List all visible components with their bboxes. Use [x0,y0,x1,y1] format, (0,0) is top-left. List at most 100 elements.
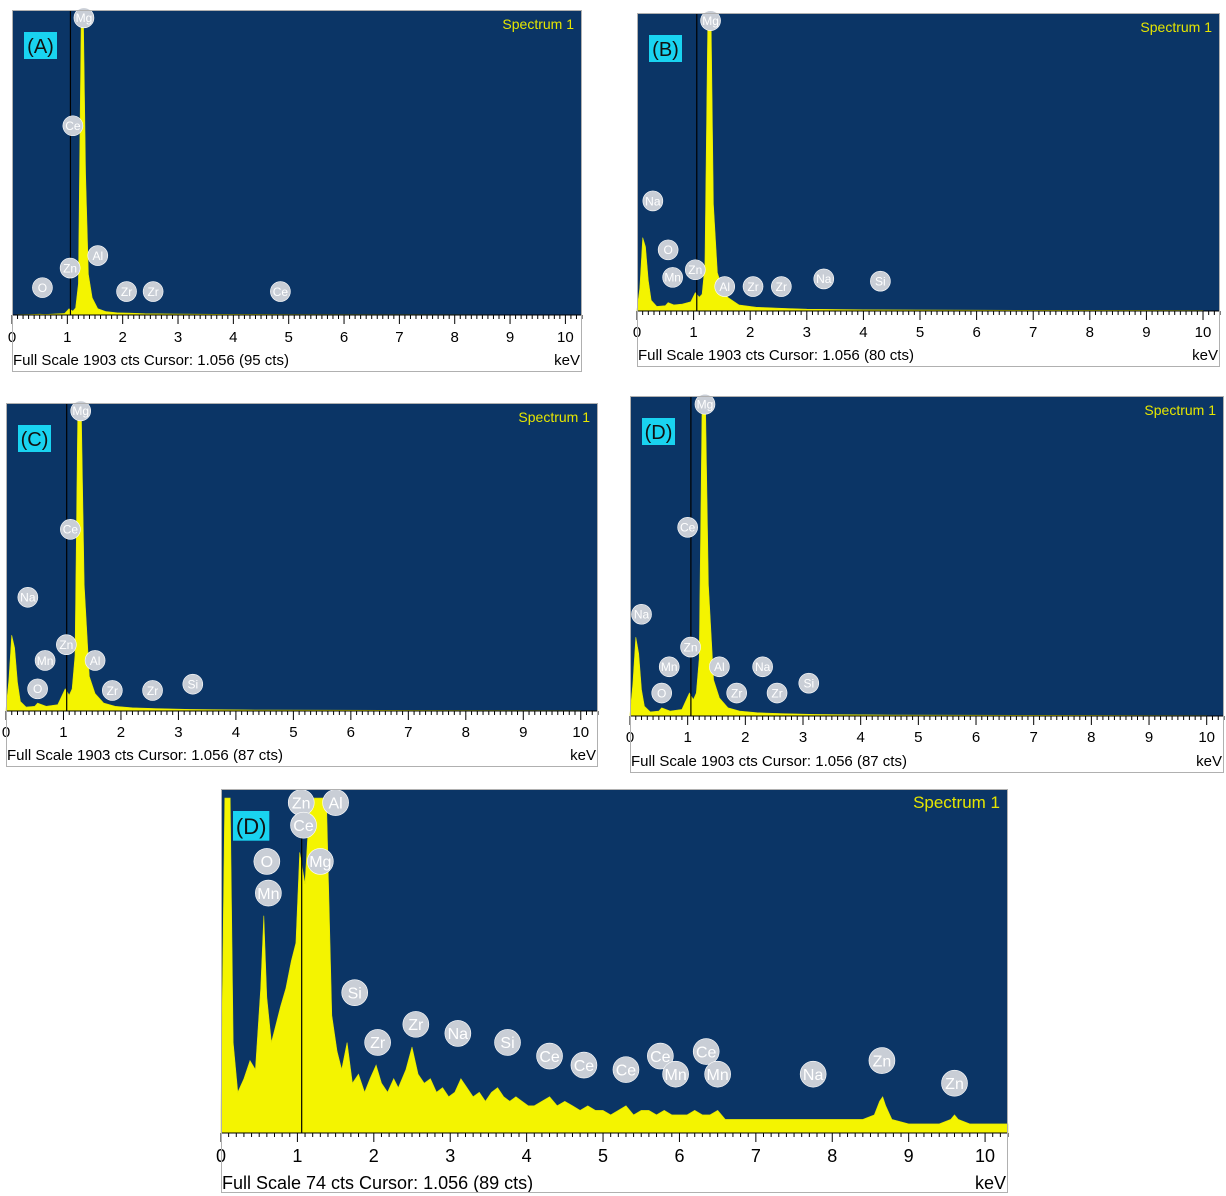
element-marker-label: Na [20,591,36,605]
element-marker-circle [726,682,747,704]
element-marker: Mg [70,400,92,422]
panel-badge [18,425,51,452]
element-marker: Zn [680,636,701,658]
x-tick-label: 2 [741,729,749,746]
element-marker: Mg [73,7,95,29]
element-marker-circle [766,682,788,704]
x-tick-label: 1 [292,1146,302,1166]
element-marker-circle [941,1069,968,1097]
x-tick-label: 1 [689,324,697,341]
element-marker: Zr [102,680,123,701]
element-marker-circle [444,1020,472,1047]
element-marker-circle [402,1011,430,1038]
element-marker-circle [647,1042,674,1070]
element-marker-label: Mn [707,1067,729,1084]
element-marker: Zr [726,682,747,704]
element-marker: Na [642,190,664,212]
element-marker: Zn [684,259,706,281]
element-marker-label: Zn [684,640,698,654]
element-marker: Ce [290,811,317,839]
element-marker: Mn [704,1060,731,1088]
element-marker-circle [536,1042,563,1070]
element-marker-circle [742,276,764,297]
element-marker-circle [700,10,721,31]
element-marker-label: Mg [697,398,714,412]
element-marker: Ce [612,1056,640,1083]
element-marker-circle [290,811,317,839]
x-tick-label: 6 [972,729,980,746]
element-marker: Na [799,1060,827,1088]
element-marker-label: Zn [63,261,77,275]
element-marker-label: Zr [147,684,158,698]
spectrum-panel-c: 0 1 2 3 4 5 6 7 8 9 10 Spectrum 1 (C) Mg Ce Na Zn Mn Al O Zr… [2,400,599,767]
element-marker: Zr [766,682,788,704]
element-marker-circle [17,586,39,608]
spectrum-trace [629,403,1208,717]
element-marker: Zr [116,281,137,302]
element-marker: Si [494,1029,521,1056]
x-tick-label: 3 [174,329,182,346]
element-marker-label: Zr [776,280,787,294]
element-marker: Zr [142,281,164,302]
x-axis-unit: keV [975,1173,1006,1193]
x-tick-label: 6 [972,324,980,341]
panel-frame [630,396,1224,773]
full-scale-readout: Full Scale 1903 cts Cursor: 1.056 (87 ct… [7,747,283,764]
x-tick-label: 2 [119,329,127,346]
element-marker-label: Ce [574,1058,595,1075]
panel-badge [24,32,57,59]
element-marker-circle [364,1029,391,1056]
element-marker-label: Ce [63,523,79,537]
element-marker-circle [84,650,106,671]
element-marker: Ce [677,516,698,538]
panel-badge-label: (B) [652,39,679,61]
x-tick-label: 7 [1029,324,1037,341]
element-marker-label: Si [187,677,198,691]
x-tick-label: 3 [803,324,811,341]
x-tick-label: 9 [519,724,527,741]
element-marker: Na [752,656,773,678]
element-marker-label: Zr [747,280,758,294]
spectrum-title: Spectrum 1 [1140,19,1212,35]
panel-frame [637,13,1220,367]
element-marker: O [27,678,48,700]
element-marker: Na [444,1020,472,1047]
x-tick-label: 9 [904,1146,914,1166]
element-marker-circle [87,245,109,266]
x-axis-unit: keV [570,747,596,764]
element-marker: Mn [662,1060,689,1088]
element-marker-label: Zr [370,1035,386,1052]
x-tick-label: 1 [683,729,691,746]
element-marker-label: Mn [257,886,279,903]
element-marker-label: Zr [121,285,132,299]
element-marker-label: Ce [65,119,81,133]
element-marker-label: Mn [664,271,681,285]
element-marker-label: Mg [702,14,719,28]
element-marker-label: Na [448,1026,469,1043]
panel-badge [233,811,270,841]
element-marker: Mg [700,10,721,31]
x-axis-unit: keV [554,352,580,369]
x-tick-label: 10 [975,1146,995,1166]
panel-badge-label: (C) [21,429,49,451]
panel-badge-label: (D) [645,422,673,444]
x-tick-label: 10 [1195,324,1212,341]
x-tick-label: 10 [1198,729,1215,746]
panel-badge-label: (A) [27,36,54,58]
spectrum-title: Spectrum 1 [1144,402,1216,418]
element-marker: Ce [647,1042,674,1070]
element-marker-label: Mg [72,404,89,418]
x-tick-label: 4 [522,1146,532,1166]
element-marker-circle [631,603,652,625]
panel-badge [642,418,675,445]
plot-background [12,10,582,315]
element-marker: Mn [662,267,683,288]
element-marker-circle [60,519,81,540]
plot-background [637,13,1220,311]
element-marker: Mn [34,650,56,671]
element-marker-label: O [657,686,666,700]
element-marker: Al [84,650,106,671]
element-marker: Na [813,268,835,290]
